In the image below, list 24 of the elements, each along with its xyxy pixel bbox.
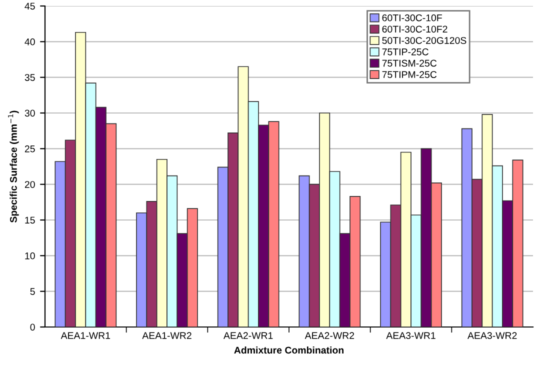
legend-label: 75TIP-25C [382, 48, 428, 56]
x-axis-title: Admixture Combination [234, 346, 344, 354]
y-tick-label: 0 [30, 324, 35, 331]
legend-label: 60TI-30C-10F [382, 14, 442, 22]
y-tick-label: 40 [24, 38, 35, 46]
x-tick-label: AEA3-WR2 [468, 332, 517, 339]
x-tick-label: AEA2-WR1 [224, 332, 273, 339]
y-tick-label: 5 [30, 288, 35, 295]
y-tick-label: 25 [24, 145, 35, 152]
x-tick-label: AEA3-WR1 [386, 332, 436, 339]
y-tick-label: 15 [25, 216, 35, 224]
y-axis-title: Specific Surface (mm$^{−1}$) [8, 110, 19, 223]
x-tick-label: AEA1-WR1 [60, 332, 110, 339]
y-tick-label: 35 [24, 74, 35, 81]
legend-label: 50TI-30C-20G120S [382, 37, 466, 44]
x-tick-label: AEA2-WR2 [304, 332, 354, 339]
legend-label: 75TISM-25C [382, 60, 437, 67]
x-tick-label: AEA1-WR2 [142, 332, 192, 339]
legend-label: 75TIPM-25C [382, 71, 437, 78]
y-tick-label: 20 [24, 181, 35, 188]
legend-label: 60TI-30C-10F2 [382, 26, 448, 33]
y-tick-label: 45 [24, 2, 35, 10]
y-tick-label: 10 [25, 252, 35, 260]
y-tick-label: 30 [24, 110, 35, 117]
